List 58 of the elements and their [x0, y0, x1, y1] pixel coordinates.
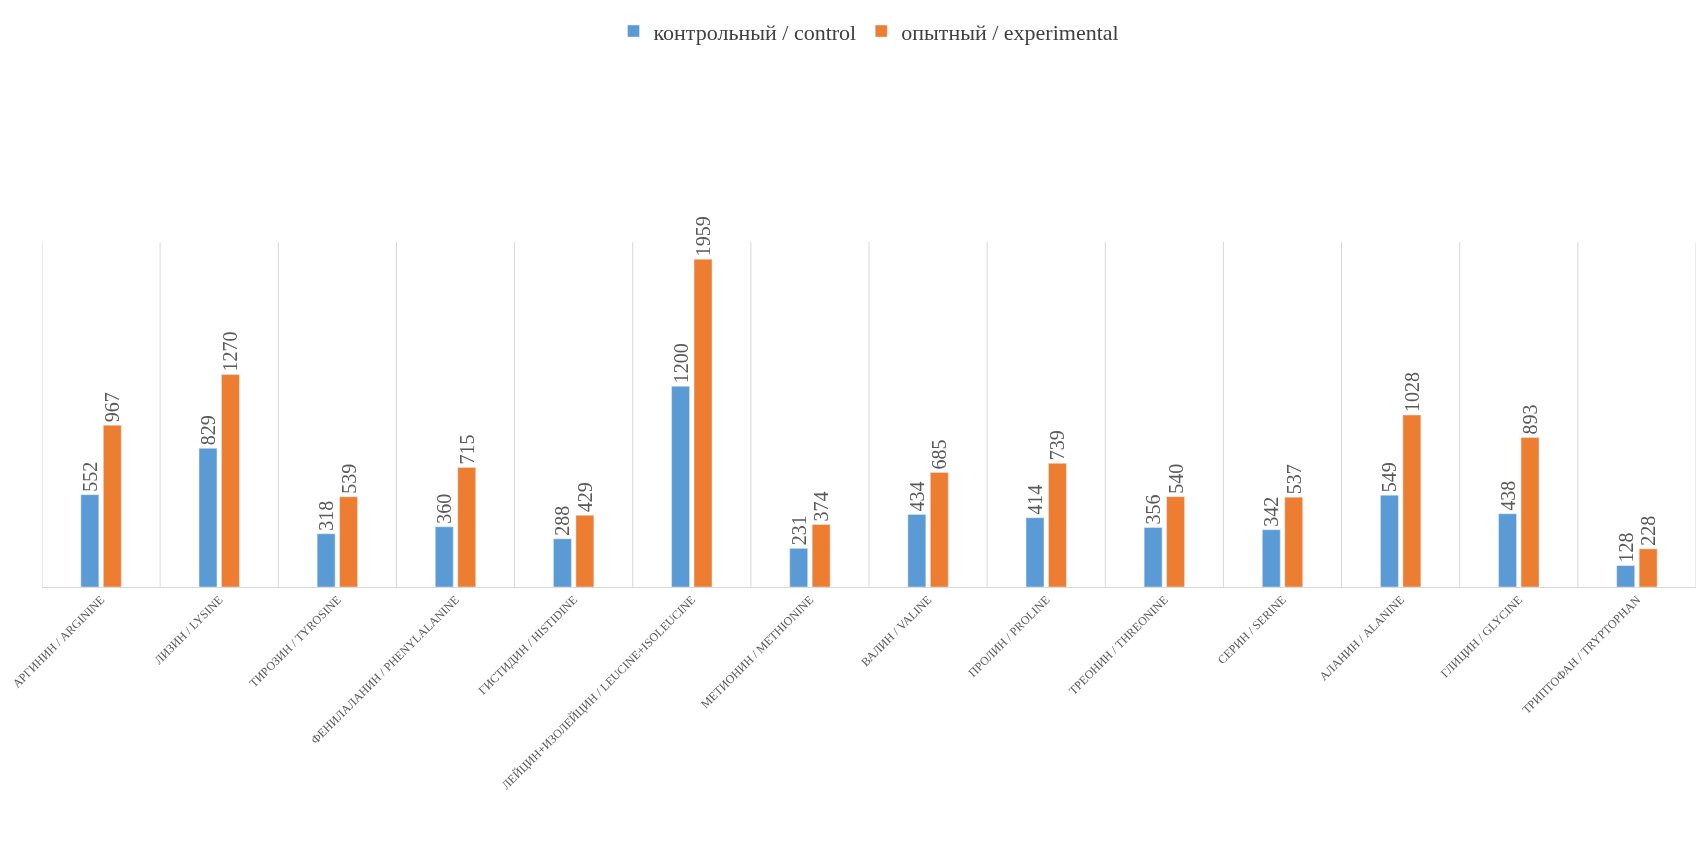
bar	[1402, 414, 1422, 587]
data-label: 228	[1637, 515, 1660, 546]
data-label: 967	[101, 392, 124, 423]
data-label: 438	[1496, 480, 1519, 511]
data-label: 288	[551, 505, 574, 536]
bar	[103, 424, 122, 587]
data-label: 552	[78, 461, 101, 492]
data-label: 360	[433, 493, 456, 524]
data-label: 1959	[692, 216, 715, 257]
data-label: 1028	[1400, 372, 1423, 413]
data-label: 739	[1046, 430, 1069, 461]
bar	[80, 494, 100, 587]
data-label: 539	[337, 463, 360, 494]
bar	[1638, 548, 1658, 587]
data-label: 318	[315, 500, 338, 531]
data-label: 1200	[669, 343, 692, 384]
bar	[1498, 513, 1517, 587]
bar	[1284, 496, 1303, 587]
bar	[1520, 437, 1540, 587]
data-label: 414	[1023, 484, 1046, 515]
bar	[811, 524, 831, 587]
data-label: 537	[1282, 464, 1305, 495]
legend-label: контрольный / control	[653, 19, 857, 45]
bar	[339, 496, 358, 587]
data-label: 893	[1519, 404, 1542, 435]
bar	[693, 259, 713, 587]
data-label: 374	[810, 491, 833, 522]
data-label: 540	[1164, 463, 1187, 494]
bar	[1143, 527, 1163, 587]
legend-label: опытный / experimental	[901, 19, 1119, 45]
bar	[671, 385, 690, 587]
data-label: 829	[196, 415, 219, 446]
bar	[1616, 565, 1635, 587]
data-label: 549	[1378, 462, 1401, 493]
data-label: 685	[928, 439, 951, 470]
bar	[907, 514, 927, 587]
bar	[1262, 529, 1281, 587]
bar	[1025, 517, 1045, 587]
bar	[789, 548, 808, 587]
bar	[457, 467, 476, 587]
data-label: 231	[787, 515, 810, 546]
bar	[435, 526, 454, 587]
bar	[1166, 496, 1185, 587]
bar	[553, 538, 572, 587]
bar	[930, 472, 949, 587]
data-label: 715	[455, 434, 478, 465]
data-label: 1270	[219, 331, 242, 372]
bar	[1380, 494, 1399, 587]
bar	[316, 533, 336, 587]
data-label: 429	[573, 482, 596, 513]
bar	[1048, 463, 1067, 587]
data-label: 434	[905, 481, 928, 512]
bar	[221, 374, 240, 587]
data-label: 128	[1614, 532, 1637, 563]
bar	[575, 514, 595, 587]
bar	[198, 448, 218, 587]
data-label: 356	[1142, 494, 1165, 525]
data-label: 342	[1260, 496, 1283, 527]
